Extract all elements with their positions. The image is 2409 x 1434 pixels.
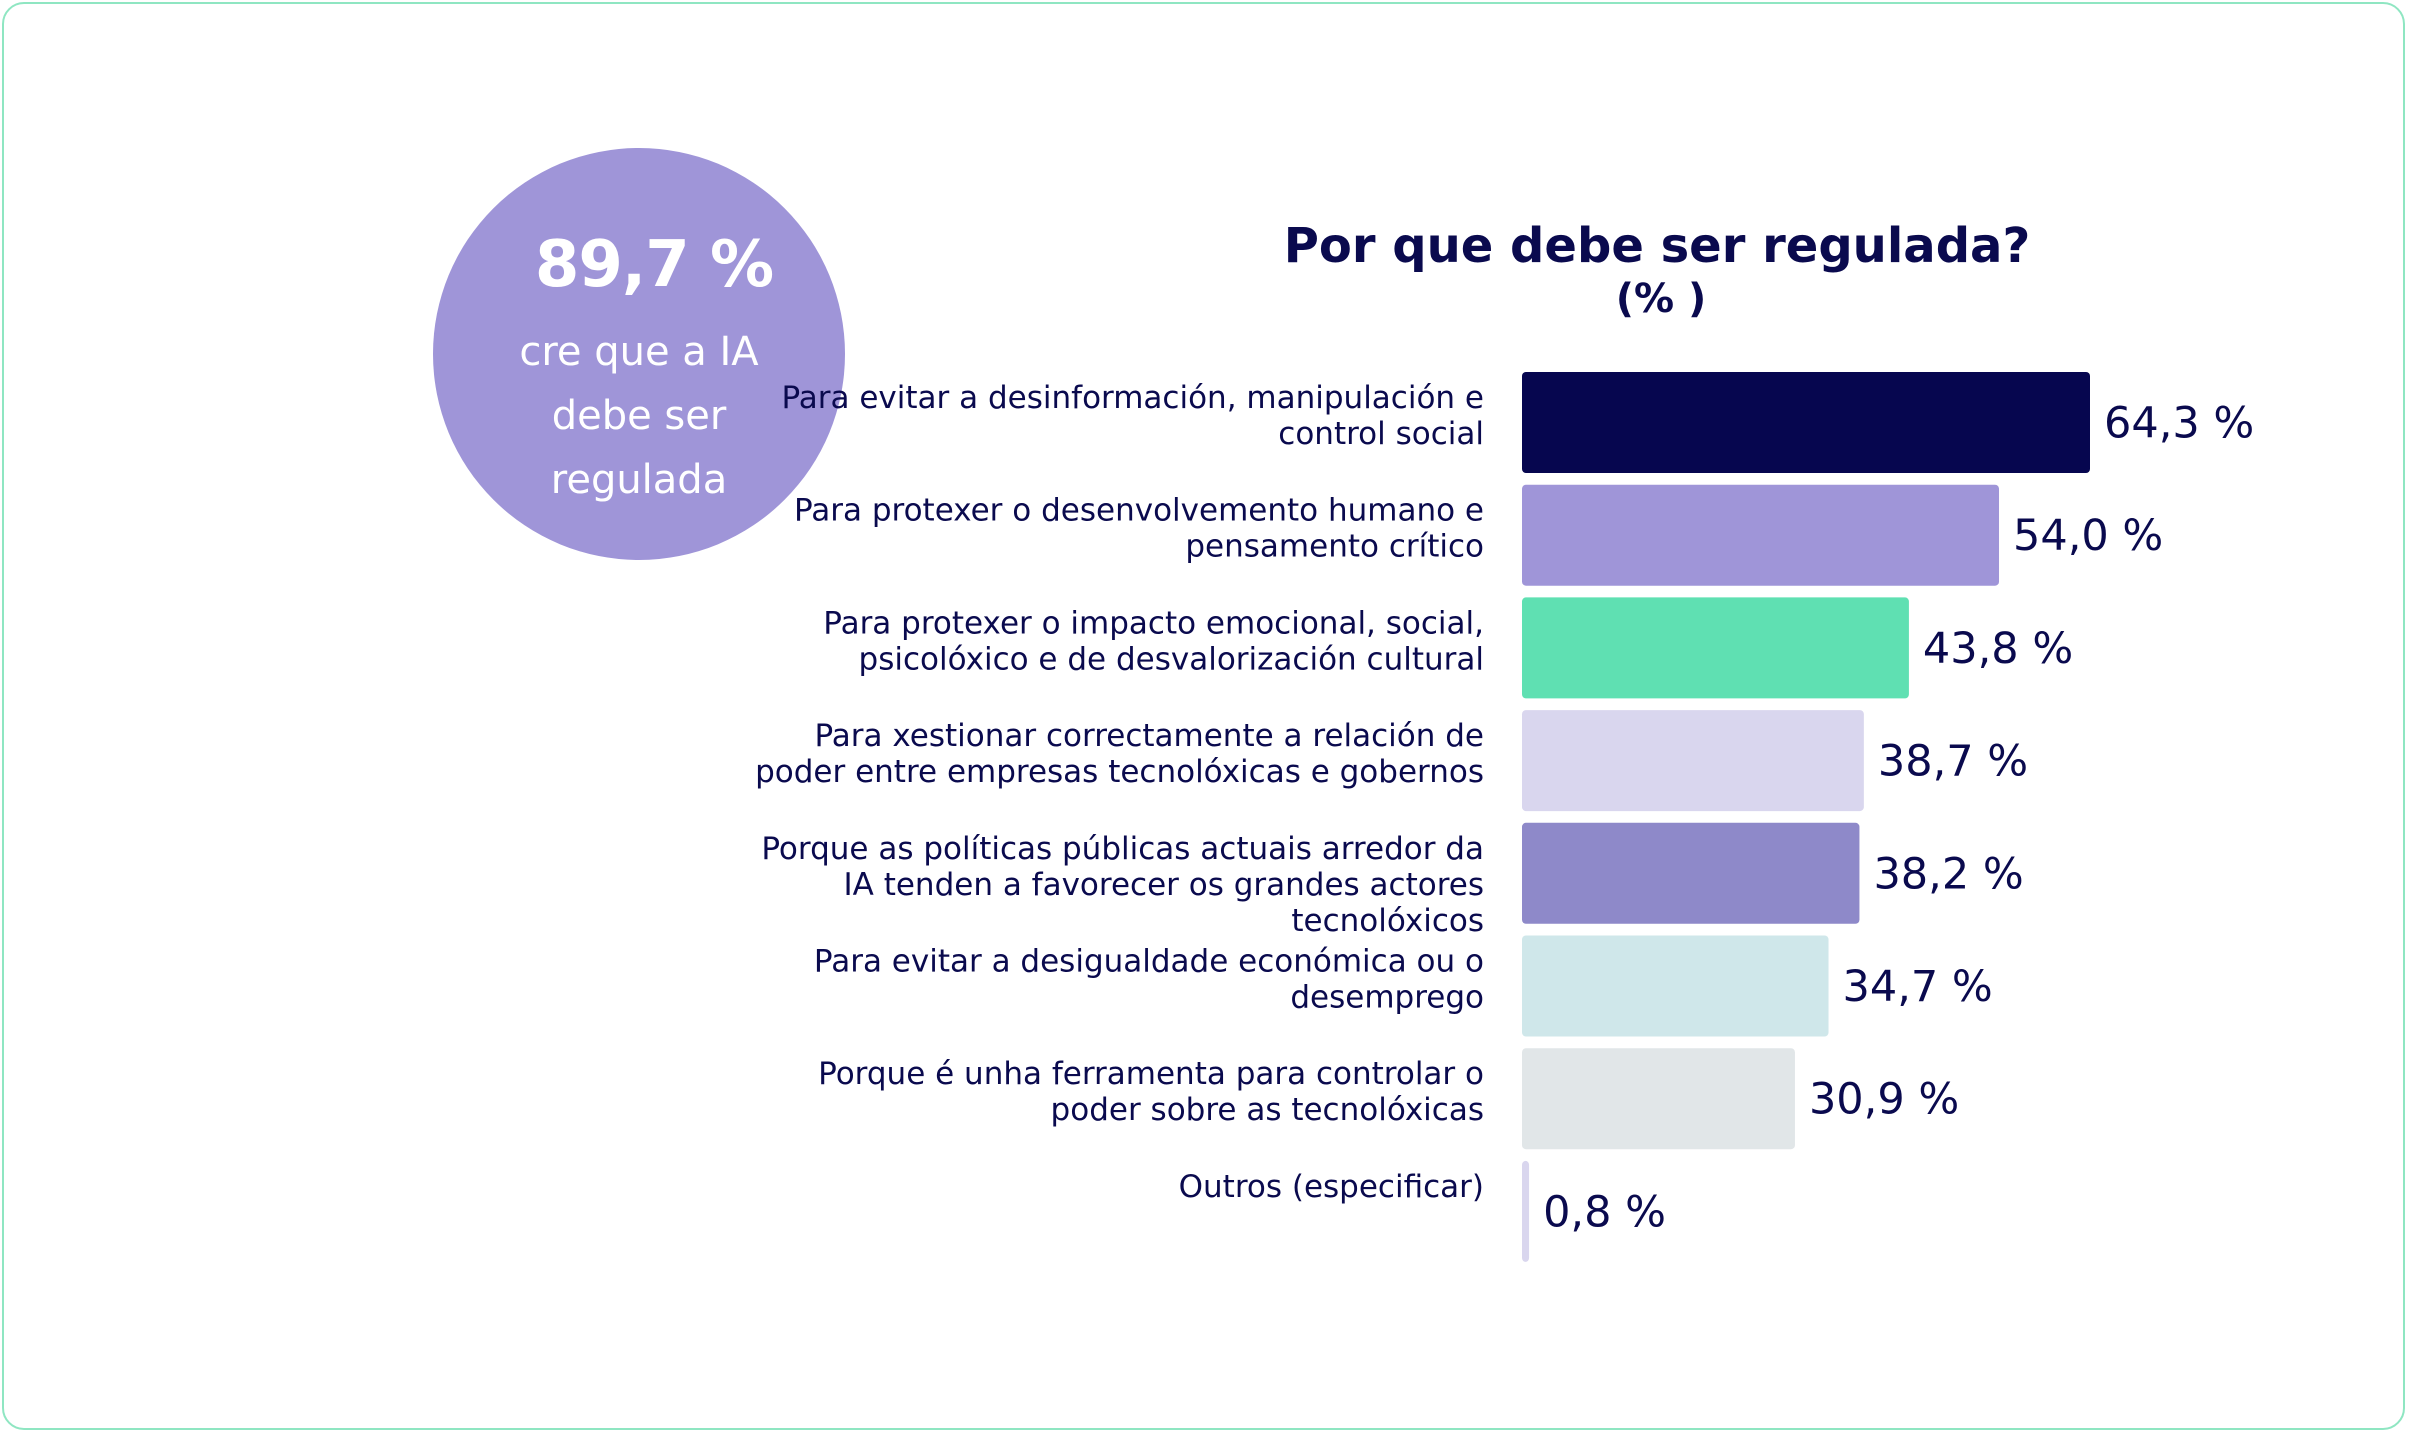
bar-2 [1522,484,2000,586]
value-label-8: 0,8 % [1543,1187,1666,1237]
value-label-2: 54,0 % [2013,511,2163,561]
category-label-2: Para protexer o desenvolvemento humano e… [794,493,1484,565]
bar-3 [1522,597,1909,699]
chart-title: Por que debe ser regulada? [1284,218,2031,274]
bar-1 [1522,372,2090,473]
value-label-6: 34,7 % [1843,962,1993,1012]
category-label-8: Outros (especificar) [1179,1169,1484,1205]
value-label-7: 30,9 % [1809,1075,1959,1125]
highlight-caption: cre que a IA debe ser regulada [519,329,759,503]
bar-5 [1522,822,1860,924]
bar-7 [1522,1048,1795,1150]
bar-8 [1522,1160,1530,1262]
highlight-circle: 89,7 % cre que a IA debe ser regulada [433,148,845,560]
category-label-7: Porque é unha ferramenta para controlar … [818,1056,1484,1128]
value-label-4: 38,7 % [1878,737,2028,787]
category-label-6: Para evitar a desigualdade económica ou … [814,944,1484,1016]
category-label-4: Para xestionar correctamente a relación … [755,718,1484,790]
category-label-1: Para evitar a desinformación, manipulaci… [781,380,1484,452]
value-label-1: 64,3 % [2104,399,2254,449]
bar-4 [1522,710,1864,812]
category-label-5: Porque as políticas públicas actuais arr… [761,831,1484,939]
bar-6 [1522,935,1829,1037]
highlight-value: 89,7 % [534,228,774,302]
chart-subtitle: (% ) [1616,276,1707,322]
category-label-3: Para protexer o impacto emocional, socia… [823,605,1484,677]
value-label-5: 38,2 % [1873,849,2023,899]
value-label-3: 43,8 % [1923,624,2073,674]
